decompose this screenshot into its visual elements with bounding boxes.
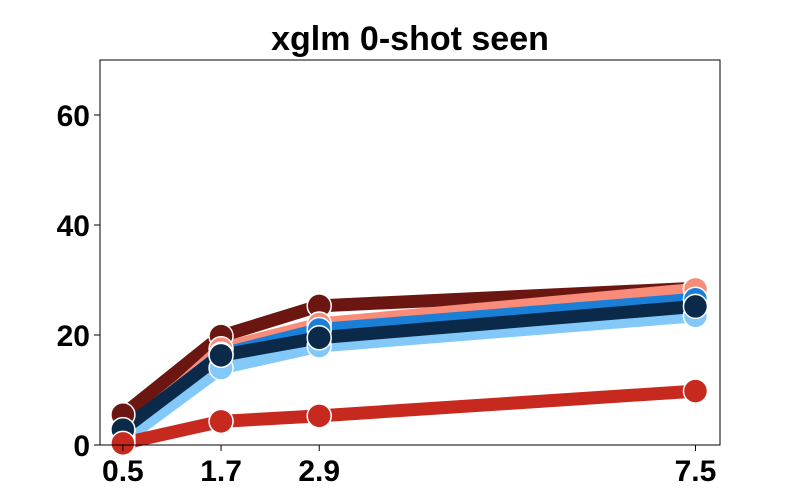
series-4-line <box>116 309 702 448</box>
series-6-point <box>682 378 709 404</box>
axes: 0.5 1.7 2.9 7.5 0 20 40 60 <box>57 100 717 488</box>
x-tick-label: 2.9 <box>298 455 340 488</box>
y-tick-label: 20 <box>57 320 90 353</box>
chart-title: xglm 0-shot seen <box>271 20 549 58</box>
series-5-point <box>682 293 709 320</box>
y-tick-label: 40 <box>57 210 90 243</box>
series-6-line <box>116 384 702 450</box>
series-6-point <box>208 408 234 435</box>
series-6-point <box>306 403 332 429</box>
y-tick-label: 60 <box>57 100 90 133</box>
plot-area <box>110 275 709 457</box>
plot-frame <box>99 59 721 446</box>
series-6-point <box>110 430 136 457</box>
x-tick-label: 1.7 <box>200 455 242 488</box>
x-tick-label: 0.5 <box>102 455 144 488</box>
x-tick-label: 7.5 <box>675 455 717 488</box>
series-1-line <box>116 281 702 422</box>
series-5-point <box>306 325 332 351</box>
y-tick-label: 0 <box>73 430 90 463</box>
series-5-line <box>116 299 702 437</box>
series-5-point <box>208 342 234 369</box>
